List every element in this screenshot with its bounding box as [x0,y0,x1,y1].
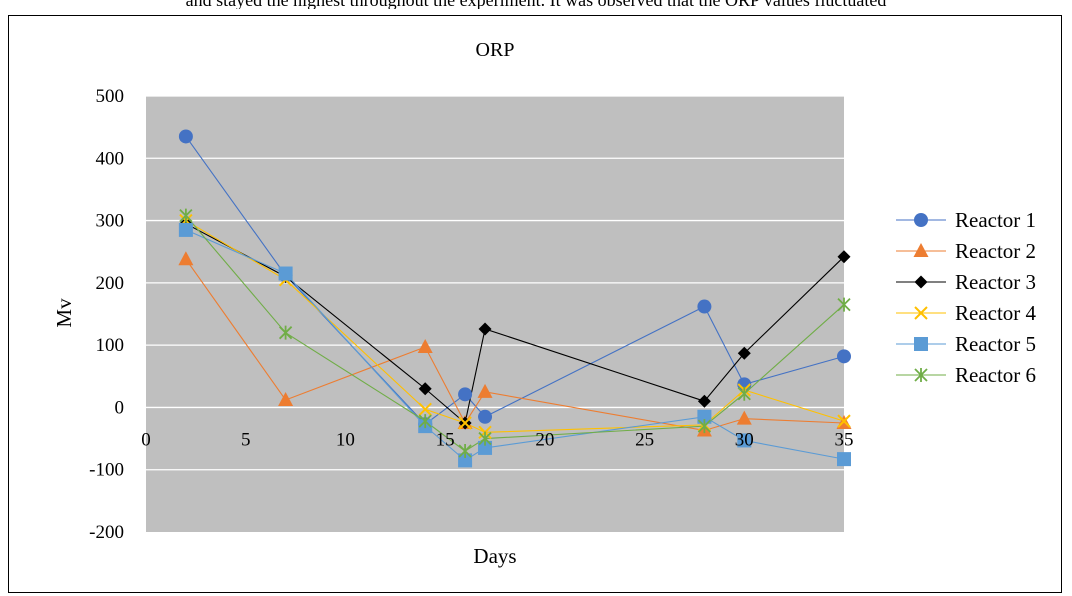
data-point [736,410,752,425]
series-line [185,215,845,452]
data-point [697,419,712,434]
y-axis-title: Mv [52,298,76,328]
y-tick-label: 400 [96,148,125,169]
legend-marker [914,337,928,351]
data-point [478,440,493,455]
data-point [837,452,851,467]
data-point [837,297,851,312]
x-tick-label: 25 [635,429,654,450]
data-point [458,453,473,468]
chart-title: ORP [476,39,515,61]
x-tick-label: 5 [241,429,251,450]
y-tick-label: 0 [115,397,125,418]
series-markers [178,129,852,468]
data-point [278,391,294,406]
data-point [278,266,293,281]
legend-marker [914,275,928,289]
x-axis-title: Days [473,544,516,568]
legend-label: Reactor 4 [955,301,1037,325]
legend-label: Reactor 5 [955,332,1036,356]
y-axis-ticks: 500 400 300 200 100 0 -100 -200 [89,86,124,543]
data-point [478,431,492,446]
series-line [185,223,845,425]
data-point [178,222,193,237]
data-point [477,383,493,398]
legend-marker [914,306,928,320]
data-point [179,208,193,223]
data-point [837,414,851,428]
data-point [418,402,432,417]
data-point [178,129,193,144]
series-line [185,220,845,433]
data-point [697,409,712,424]
legend-item: Reactor 5 [896,332,1036,356]
x-tick-label: 30 [735,429,754,450]
data-point [458,387,473,402]
legend-item: Reactor 6 [896,363,1036,387]
legend-label: Reactor 6 [955,363,1036,387]
x-tick-label: 10 [336,429,355,450]
body-text-fragment: and stayed the highest throughout the ex… [0,0,1072,9]
legend-marker [913,243,929,257]
legend-label: Reactor 2 [955,239,1036,263]
legend: Reactor 1 Reactor 2 Reactor 3 Reactor 4 Reac… [896,208,1037,387]
y-tick-label: 100 [96,335,125,356]
data-point [278,325,293,340]
x-tick-label: 20 [535,429,554,450]
legend-item: Reactor 1 [896,208,1036,232]
data-point [837,250,851,264]
series-line [185,258,845,432]
x-tick-label: 35 [835,429,854,450]
legend-item: Reactor 2 [896,239,1036,263]
data-point [737,386,751,401]
x-tick-label: 15 [436,429,455,450]
data-point [478,322,492,336]
data-point [697,299,712,314]
data-point [417,339,433,354]
data-point [178,251,194,266]
y-tick-label: -200 [89,522,124,543]
x-tick-label: 0 [141,429,151,450]
gridlines [146,95,844,471]
data-point [837,349,851,364]
x-axis-ticks: 0 5 10 15 20 25 30 35 [141,429,853,450]
data-point [458,444,472,459]
data-point [697,394,711,408]
y-tick-label: 500 [96,86,125,107]
legend-item: Reactor 4 [896,301,1037,325]
legend-label: Reactor 1 [955,208,1036,232]
data-point [478,409,493,424]
legend-item: Reactor 3 [896,270,1036,294]
data-point [737,346,751,360]
y-tick-label: -100 [89,460,124,481]
y-tick-label: 300 [96,211,125,232]
legend-marker [914,213,928,227]
data-point [418,382,432,396]
data-point [418,414,432,429]
legend-marker [914,368,928,382]
data-point [458,416,472,430]
legend-label: Reactor 3 [955,270,1036,294]
data-point [737,433,752,448]
y-tick-label: 200 [96,273,125,294]
series-line [185,136,845,425]
plot-area [146,96,844,532]
